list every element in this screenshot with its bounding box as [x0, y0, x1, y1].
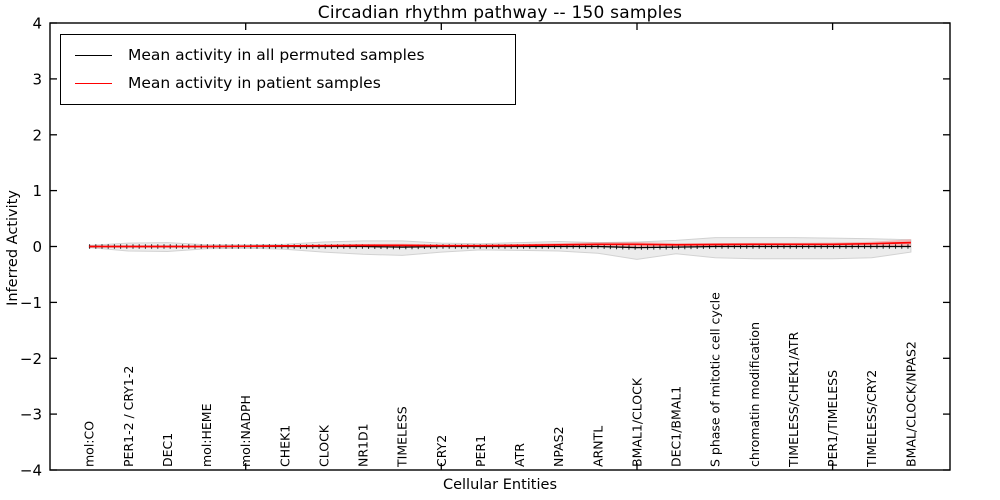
category-label: PER1 [473, 435, 488, 467]
y-tick-label: 3 [32, 70, 42, 88]
category-label: TIMELESS/CRY2 [864, 370, 879, 468]
y-tick-label: 0 [32, 238, 42, 256]
legend-item-permuted: Mean activity in all permuted samples [75, 41, 505, 69]
legend: Mean activity in all permuted samples Me… [60, 34, 516, 105]
legend-item-patient: Mean activity in patient samples [75, 69, 505, 97]
category-label: TIMELESS [395, 406, 410, 468]
patient-line-swatch [75, 82, 112, 84]
category-label: CRY2 [434, 435, 449, 467]
y-tick-label: 1 [32, 182, 42, 200]
y-tick-label: 2 [32, 126, 42, 144]
legend-label: Mean activity in all permuted samples [128, 46, 425, 64]
x-axis-label: Cellular Entities [442, 477, 558, 493]
category-label: S phase of mitotic cell cycle [708, 292, 723, 467]
y-tick-label: −2 [20, 350, 42, 368]
y-tick-label: −1 [20, 294, 42, 312]
category-label: mol:NADPH [238, 395, 253, 467]
permuted-line-swatch [75, 54, 112, 56]
category-label: NPAS2 [551, 426, 566, 467]
category-label: CLOCK [316, 424, 331, 467]
category-label: BMAL/CLOCK/NPAS2 [903, 341, 918, 467]
category-label: NR1D1 [356, 423, 371, 467]
category-label: BMAL1/CLOCK [629, 377, 644, 467]
category-label: ARNTL [590, 426, 605, 467]
category-label: chromatin modification [747, 322, 762, 467]
category-label: mol:CO [82, 421, 97, 467]
category-label: DEC1 [160, 433, 175, 467]
category-label: CHEK1 [277, 425, 292, 467]
y-tick-label: −3 [20, 406, 42, 424]
patient-mean-line [89, 241, 911, 248]
category-label: mol:HEME [199, 403, 214, 467]
category-label: PER1/TIMELESS [825, 370, 840, 467]
category-label: TIMELESS/CHEK1/ATR [786, 331, 801, 468]
category-label: ATR [512, 443, 527, 467]
category-label: DEC1/BMAL1 [669, 386, 684, 467]
permuted-samples-range-band [88, 237, 912, 260]
chart-title: Circadian rhythm pathway -- 150 samples [317, 3, 683, 23]
y-tick-label: −4 [20, 462, 42, 480]
category-label: PER1-2 / CRY1-2 [121, 366, 136, 467]
legend-label: Mean activity in patient samples [128, 74, 381, 92]
y-tick-label: 4 [32, 15, 42, 33]
